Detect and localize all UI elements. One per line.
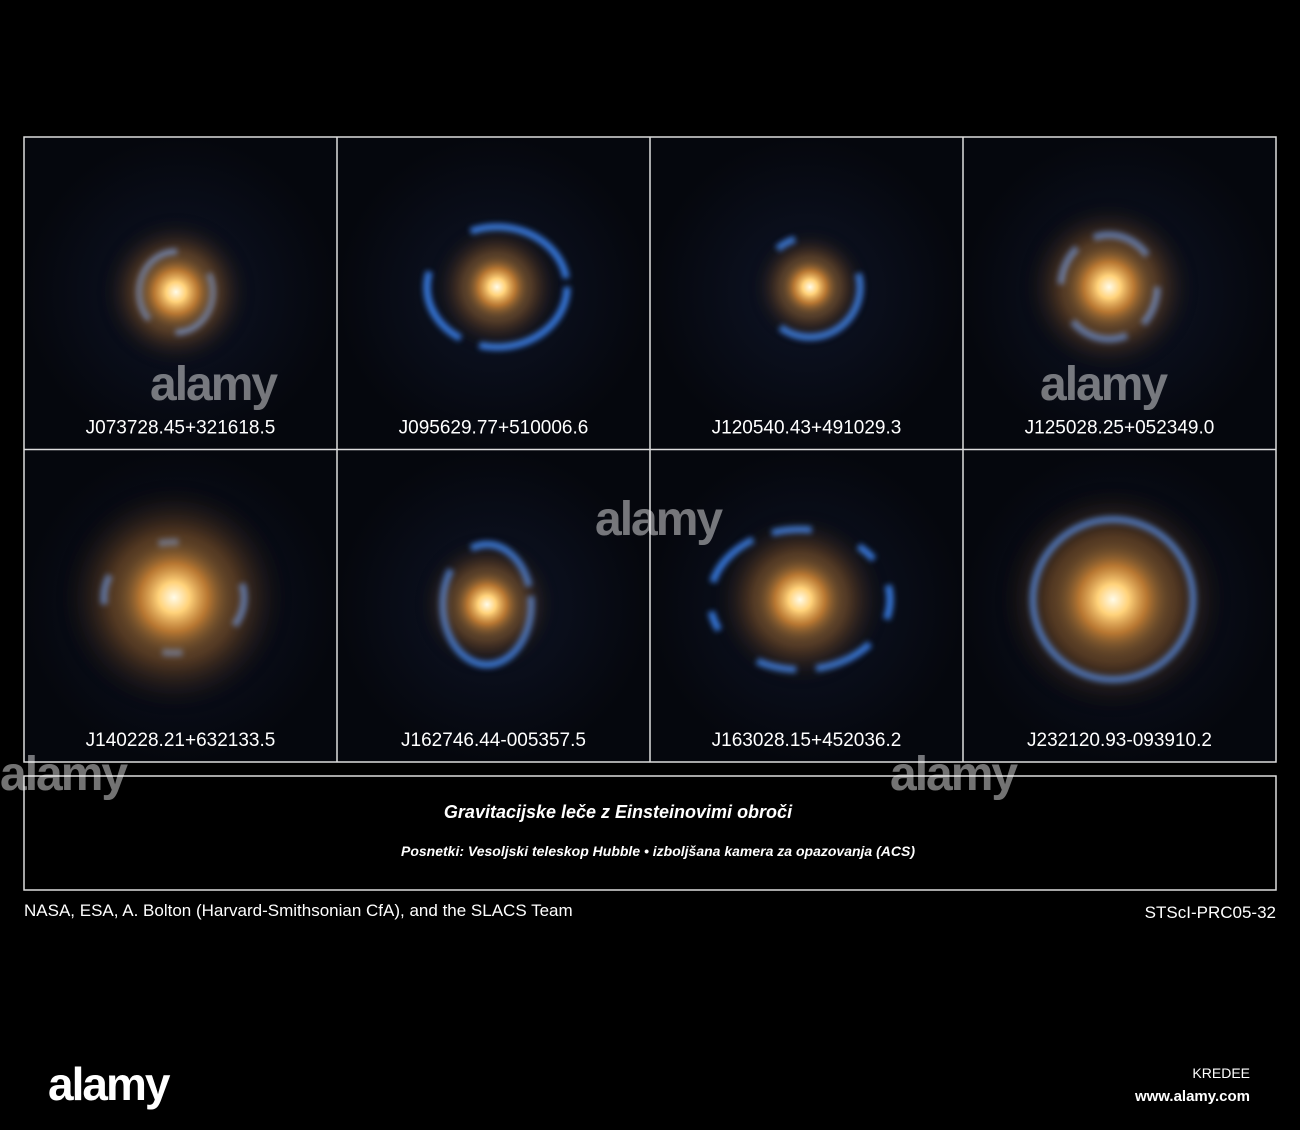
caption-title: Gravitacijske leče z Einsteinovimi obroč…	[444, 802, 793, 822]
panel-grid: J073728.45+321618.5 J095629.77+510006.6 J1…	[23, 136, 1277, 763]
galaxy-core	[780, 257, 840, 317]
watermark: alamy	[1040, 358, 1168, 411]
galaxy-core	[1063, 241, 1155, 333]
caption-box	[23, 775, 1277, 891]
galaxy-core	[463, 253, 531, 321]
watermark: alamy	[890, 748, 1018, 801]
lens-panel: J232120.93-093910.2	[963, 449, 1276, 762]
panel-label: J162746.44-005357.5	[401, 730, 586, 751]
panel-label: J073728.45+321618.5	[86, 418, 276, 439]
lens-panel: J162746.44-005357.5	[337, 449, 650, 762]
panel-label: J140228.21+632133.5	[86, 730, 276, 751]
credit-left: NASA, ESA, A. Bolton (Harvard-Smithsonia…	[24, 901, 573, 920]
caption-subtitle: Posnetki: Vesoljski teleskop Hubble • iz…	[401, 843, 915, 859]
lens-panel: J140228.21+632133.5	[24, 449, 337, 762]
galaxy-core	[136, 252, 216, 332]
watermark: alamy	[150, 358, 278, 411]
panel-label: J125028.25+052349.0	[1025, 418, 1215, 439]
lens-panel: J095629.77+510006.6	[337, 137, 650, 450]
galaxy-core	[754, 553, 846, 646]
credit-right: STScI-PRC05-32	[1145, 903, 1276, 922]
panel-label: J232120.93-093910.2	[1027, 730, 1212, 751]
watermark: alamy	[595, 493, 723, 546]
panel-label: J120540.43+491029.3	[712, 418, 902, 439]
panel-label: J163028.15+452036.2	[712, 730, 902, 751]
lens-panel: J120540.43+491029.3	[650, 137, 963, 450]
lens-panel: J163028.15+452036.2	[650, 449, 963, 762]
watermark: alamy	[0, 748, 128, 801]
panel-label: J095629.77+510006.6	[399, 418, 589, 439]
lens-panel: J125028.25+052349.0	[963, 137, 1276, 450]
galaxy-core	[451, 568, 523, 641]
galaxy-core	[1051, 537, 1175, 662]
lens-panel: J073728.45+321618.5	[24, 137, 337, 450]
watermark-id: KREDEE	[1192, 1065, 1250, 1081]
watermark-url: www.alamy.com	[1134, 1088, 1250, 1105]
watermark-logo: alamy	[48, 1058, 171, 1110]
galaxy-core	[112, 535, 236, 660]
